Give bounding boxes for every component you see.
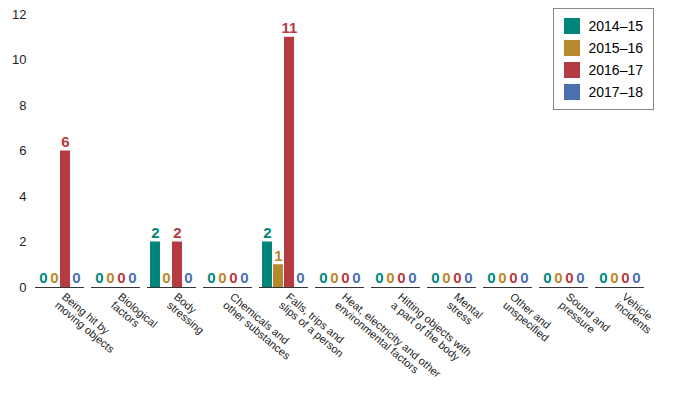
svg-text:Sound andpressure: Sound andpressure	[557, 290, 613, 342]
svg-text:0: 0	[296, 269, 304, 286]
svg-text:4: 4	[19, 189, 26, 204]
svg-text:0: 0	[117, 269, 125, 286]
svg-text:0: 0	[442, 269, 450, 286]
svg-text:0: 0	[397, 269, 405, 286]
svg-text:Other andunspecified: Other andunspecified	[501, 290, 558, 343]
svg-text:0: 0	[229, 269, 237, 286]
svg-text:0: 0	[554, 269, 562, 286]
svg-text:Mentalstress: Mentalstress	[445, 290, 485, 329]
svg-text:0: 0	[95, 269, 103, 286]
svg-text:0: 0	[386, 269, 394, 286]
svg-text:0: 0	[487, 269, 495, 286]
svg-text:10: 10	[12, 52, 26, 67]
svg-text:6: 6	[61, 133, 69, 150]
svg-text:0: 0	[240, 269, 248, 286]
svg-text:0: 0	[543, 269, 551, 286]
svg-text:0: 0	[576, 269, 584, 286]
svg-text:0: 0	[509, 269, 517, 286]
svg-text:0: 0	[106, 269, 114, 286]
svg-text:0: 0	[375, 269, 383, 286]
svg-text:1: 1	[274, 247, 282, 264]
svg-text:Being hit bymoving objects: Being hit bymoving objects	[53, 290, 124, 355]
svg-text:0: 0	[408, 269, 416, 286]
svg-text:0: 0	[162, 269, 170, 286]
svg-text:8: 8	[19, 98, 26, 113]
svg-text:Bodystressing: Bodystressing	[165, 290, 214, 336]
svg-text:Vehicleincidents: Vehicleincidents	[613, 290, 661, 336]
svg-text:0: 0	[218, 269, 226, 286]
svg-text:0: 0	[72, 269, 80, 286]
svg-text:0: 0	[464, 269, 472, 286]
svg-text:0: 0	[319, 269, 327, 286]
svg-text:2: 2	[263, 224, 271, 241]
svg-text:2: 2	[173, 224, 181, 241]
svg-text:2: 2	[151, 224, 159, 241]
svg-text:0: 0	[184, 269, 192, 286]
svg-text:11: 11	[282, 19, 298, 36]
svg-text:0: 0	[632, 269, 640, 286]
svg-text:0: 0	[599, 269, 607, 286]
svg-text:0: 0	[453, 269, 461, 286]
svg-text:0: 0	[520, 269, 528, 286]
svg-text:0: 0	[431, 269, 439, 286]
svg-text:2: 2	[19, 234, 26, 249]
svg-text:0: 0	[341, 269, 349, 286]
svg-text:0: 0	[621, 269, 629, 286]
svg-text:Biologicalfactors: Biologicalfactors	[109, 290, 160, 338]
svg-text:0: 0	[50, 269, 58, 286]
svg-text:0: 0	[19, 280, 26, 295]
svg-text:0: 0	[128, 269, 136, 286]
svg-text:6: 6	[19, 143, 26, 158]
svg-text:0: 0	[207, 269, 215, 286]
svg-text:0: 0	[39, 269, 47, 286]
svg-text:12: 12	[12, 7, 26, 22]
svg-text:0: 0	[565, 269, 573, 286]
svg-text:0: 0	[498, 269, 506, 286]
svg-text:0: 0	[352, 269, 360, 286]
svg-text:0: 0	[610, 269, 618, 286]
svg-text:0: 0	[330, 269, 338, 286]
